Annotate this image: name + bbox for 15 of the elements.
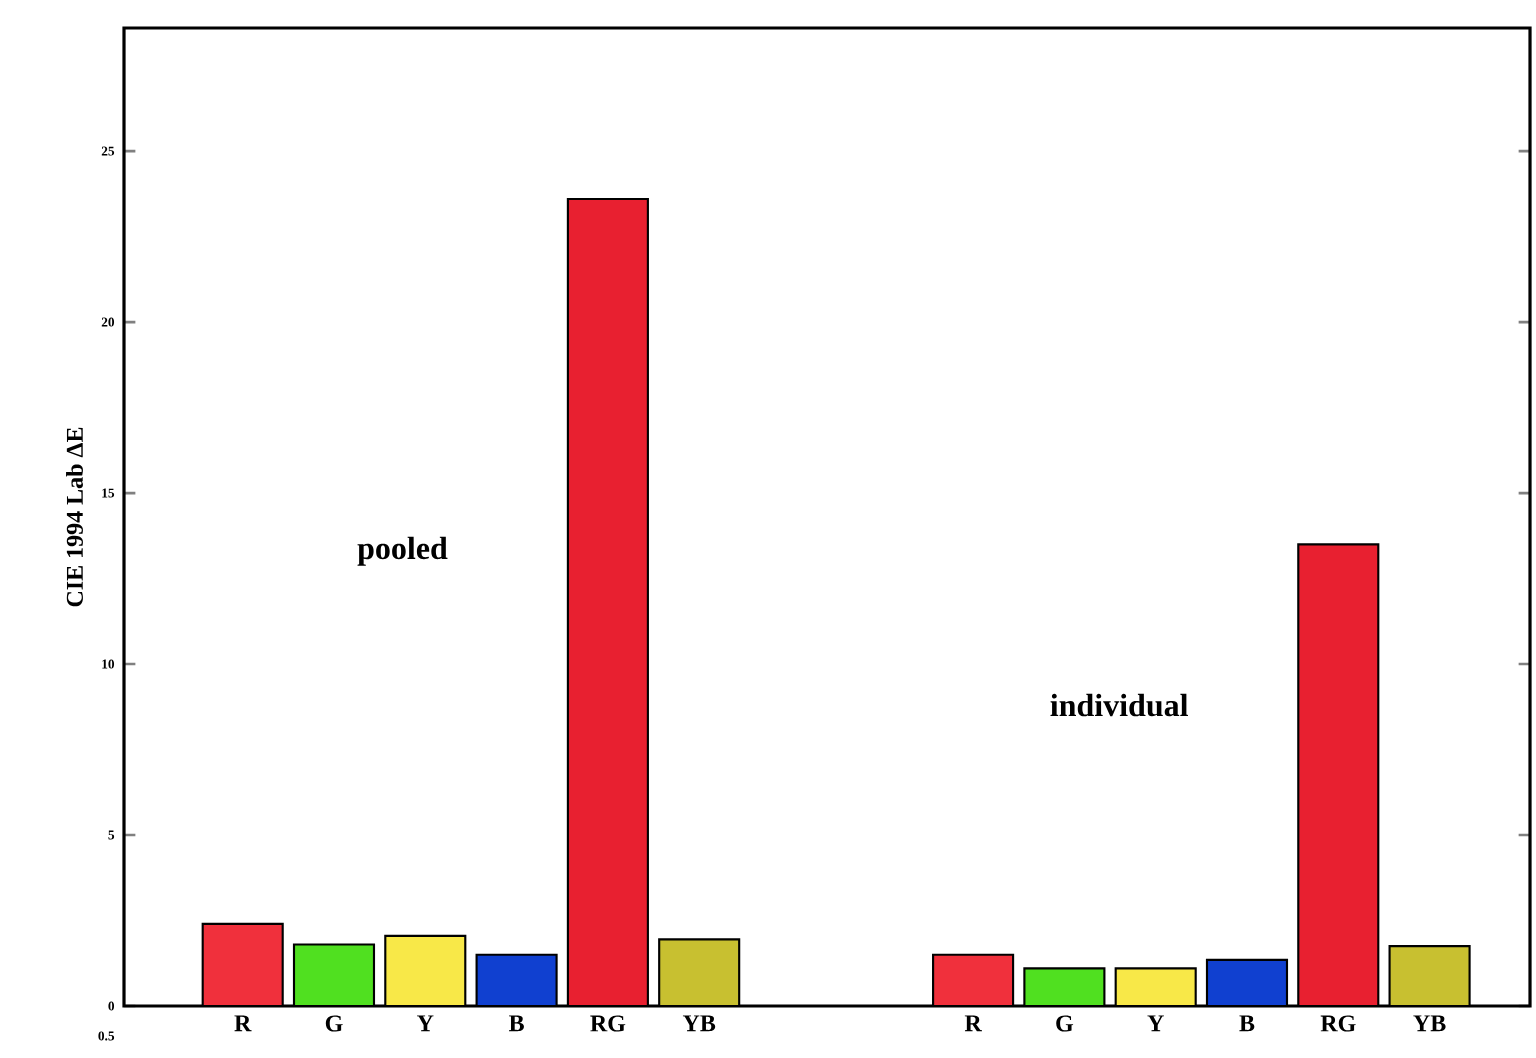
x-tick-label: G (1056, 1015, 1074, 1032)
x-tick-label: G (325, 1015, 343, 1032)
x-tick-label: B (509, 1015, 524, 1032)
annotation: pooled (357, 536, 448, 566)
x-tick-label: YB (682, 1015, 716, 1032)
x-tick-label: Y (1147, 1015, 1164, 1032)
x-tick-label: YB (1413, 1015, 1446, 1032)
x-tick-label: R (234, 1015, 252, 1032)
x-tick-label: B (1239, 1015, 1255, 1032)
x-tick-label: RG (590, 1015, 626, 1032)
y-axis-title: CIE 1994 Lab ΔE (66, 427, 83, 607)
annotation: individual (1050, 693, 1188, 717)
x-tick-label: Y (417, 1015, 434, 1032)
x-tick-label: RG (1320, 1015, 1356, 1032)
x-tick-label: R (964, 1015, 982, 1032)
